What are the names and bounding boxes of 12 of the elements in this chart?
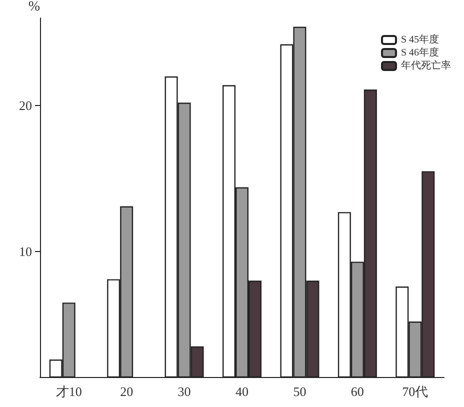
x-tick-label: 60: [350, 384, 364, 399]
y-axis-title: %: [28, 0, 40, 14]
legend-label: S 45年度: [401, 34, 440, 46]
legend-label: S 46年度: [401, 46, 440, 58]
x-tick-label: 50: [293, 384, 306, 399]
y-tick-label: 10: [19, 244, 32, 259]
x-tick-label: 40: [236, 384, 248, 399]
x-tick-label: 才10: [56, 384, 82, 399]
x-tick-label: 30: [178, 384, 191, 399]
x-tick-label: 20: [120, 384, 134, 399]
legend-label: 年代死亡率: [401, 60, 451, 72]
x-tick-label: 70代: [402, 384, 428, 399]
